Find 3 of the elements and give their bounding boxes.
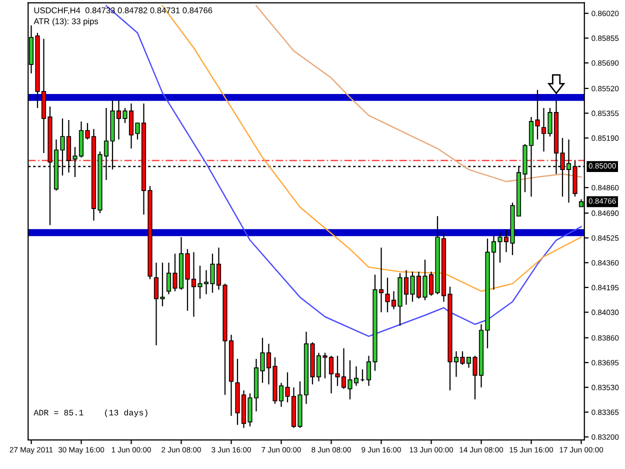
line-series xyxy=(256,5,582,182)
annotation: ADR = 85.1 (13 days) xyxy=(34,409,148,418)
annotation: ATR (13): 33 pips xyxy=(34,18,98,26)
